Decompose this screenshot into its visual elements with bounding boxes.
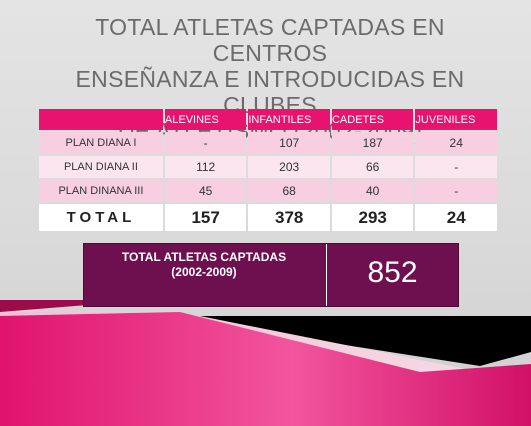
table-cell: 40 — [331, 180, 414, 202]
table-cell: 107 — [248, 132, 330, 154]
column-header: INFANTILES — [248, 109, 330, 130]
table-cell: - — [164, 132, 247, 154]
column-header: ALEVINES — [164, 109, 247, 130]
summary-divider — [326, 244, 327, 306]
summary-value: 852 — [367, 256, 418, 289]
black-ribbon — [180, 316, 531, 366]
summary-label: TOTAL ATLETAS CAPTADAS (2002-2009) — [88, 250, 320, 280]
table-cell: 187 — [331, 132, 414, 154]
row-label: PLAN DINANA III — [39, 180, 163, 202]
total-cell: 378 — [248, 204, 330, 231]
table-cell: 66 — [331, 156, 414, 178]
table-cell: 68 — [248, 180, 330, 202]
total-label: TOTAL — [39, 204, 163, 231]
table-cell: - — [415, 180, 497, 202]
title-line-2: ENSEÑANZA E INTRODUCIDAS EN CLUBES — [75, 66, 465, 118]
table-cell: 112 — [164, 156, 247, 178]
column-header: JUVENILES — [415, 109, 497, 130]
header-corner — [39, 109, 163, 130]
row-label: PLAN DIANA I — [39, 132, 163, 154]
total-cell: 293 — [331, 204, 414, 231]
row-label: PLAN DIANA II — [39, 156, 163, 178]
title-line-1: TOTAL ATLETAS CAPTADAS EN CENTROS — [95, 14, 445, 66]
summary-box: TOTAL ATLETAS CAPTADAS (2002-2009) 852 — [83, 243, 459, 307]
total-cell: 157 — [164, 204, 247, 231]
table-cell: 24 — [415, 132, 497, 154]
summary-label-line-2: (2002-2009) — [171, 265, 237, 279]
table-row: PLAN DIANA II 112 203 66 - — [39, 156, 497, 178]
table-cell: 45 — [164, 180, 247, 202]
table-row: PLAN DIANA I - 107 187 24 — [39, 132, 497, 154]
total-row: TOTAL 157 378 293 24 — [39, 204, 497, 231]
table-row: PLAN DINANA III 45 68 40 - — [39, 180, 497, 202]
table-cell: 203 — [248, 156, 330, 178]
athletes-table: ALEVINES INFANTILES CADETES JUVENILES PL… — [37, 107, 499, 233]
total-cell: 24 — [415, 204, 497, 231]
summary-label-line-1: TOTAL ATLETAS CAPTADAS — [121, 250, 287, 264]
table-cell: - — [415, 156, 497, 178]
table-header-row: ALEVINES INFANTILES CADETES JUVENILES — [39, 109, 497, 130]
pink-ribbon — [0, 312, 531, 426]
column-header: CADETES — [331, 109, 414, 130]
